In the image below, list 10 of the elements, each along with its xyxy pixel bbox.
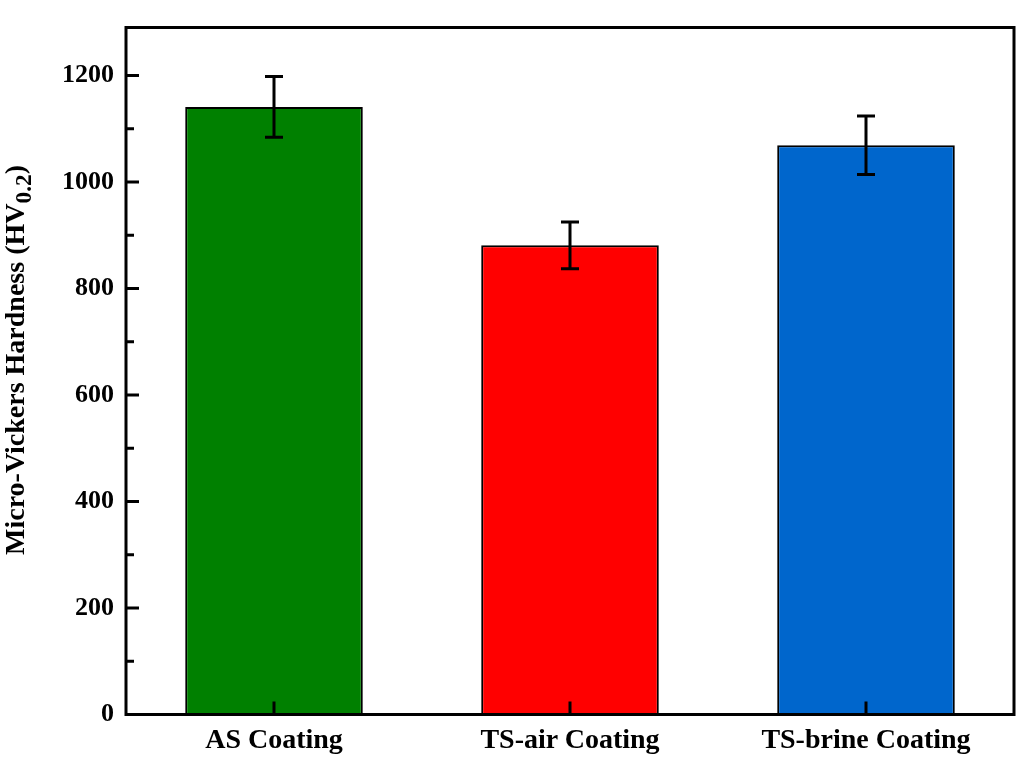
y-tick-label: 800 xyxy=(75,272,114,302)
y-tick-label: 1200 xyxy=(62,59,114,89)
y-tick-label: 200 xyxy=(75,591,114,621)
x-tick-label: AS Coating xyxy=(205,723,343,755)
y-tick-label: 0 xyxy=(101,698,114,728)
x-tick-label: TS-brine Coating xyxy=(761,723,971,755)
y-tick-label: 400 xyxy=(75,485,114,515)
y-tick-label: 1000 xyxy=(62,165,114,195)
x-tick-label: TS-air Coating xyxy=(480,723,660,755)
y-tick-label: 600 xyxy=(75,378,114,408)
